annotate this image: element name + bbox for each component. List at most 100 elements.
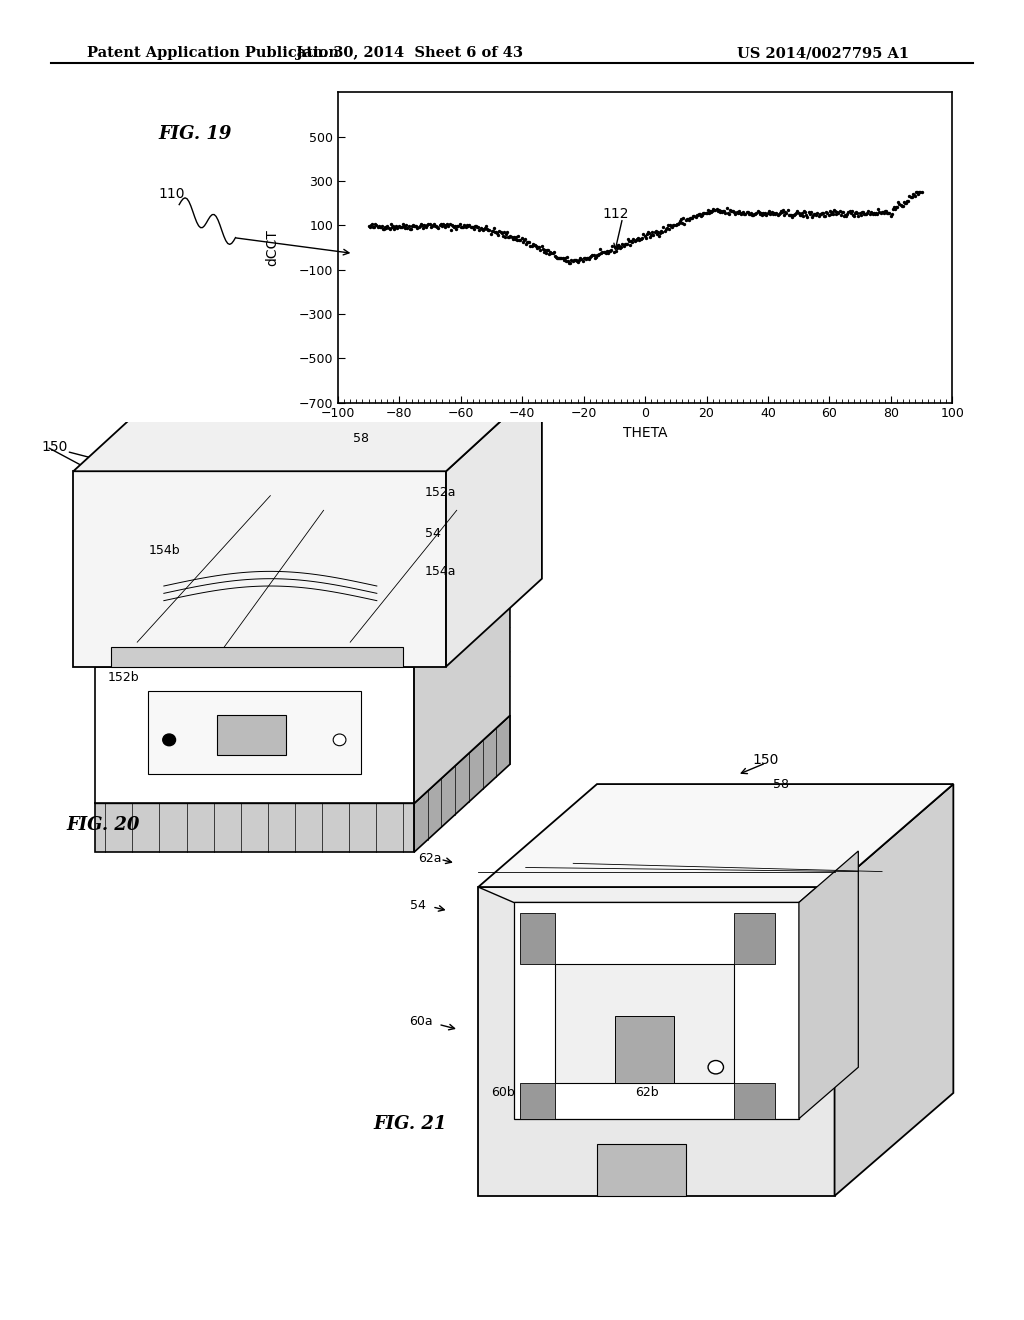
Point [671,213,687,234]
Point [859,202,876,223]
Point [788,203,805,224]
Point [894,195,910,216]
Point [482,223,499,244]
Point [864,203,881,224]
Circle shape [708,1060,724,1074]
Point [765,203,781,224]
Point [721,203,737,224]
Point [635,223,651,244]
Point [682,207,698,228]
Point [903,186,920,207]
Point [522,235,539,256]
Point [829,202,846,223]
Point [651,226,668,247]
Point [423,216,439,238]
Text: 60b: 60b [492,1086,515,1100]
Point [469,216,485,238]
Point [528,238,545,259]
Text: US 2014/0027795 A1: US 2014/0027795 A1 [737,46,909,61]
Point [399,218,416,239]
Point [419,214,435,235]
Point [816,205,833,226]
Point [614,234,631,255]
Point [844,201,860,222]
Point [752,203,768,224]
Point [784,205,801,226]
Point [729,203,745,224]
Point [645,224,662,246]
Point [588,247,604,268]
Point [675,207,691,228]
Point [616,234,633,255]
Polygon shape [555,964,733,1082]
Point [379,215,395,236]
Point [428,215,444,236]
Point [758,205,774,226]
Point [578,249,594,271]
Point [365,216,381,238]
Point [593,243,609,264]
Point [904,183,921,205]
Point [498,223,514,244]
Point [467,215,483,236]
Point [873,202,890,223]
Point [432,213,449,234]
Text: 60a: 60a [410,1015,433,1028]
Point [748,203,764,224]
Point [550,248,566,269]
Point [387,216,403,238]
Point [740,203,757,224]
Point [768,203,784,224]
Point [563,249,580,271]
Text: 62a: 62a [418,851,441,865]
Point [561,252,578,273]
Point [366,216,382,238]
Point [813,203,829,224]
Point [579,247,595,268]
Point [745,205,762,226]
Point [646,222,663,243]
Point [860,201,877,222]
Point [362,215,379,236]
Point [385,215,401,236]
Point [468,215,484,236]
Point [378,218,394,239]
Point [820,205,837,226]
Point [446,215,463,236]
Point [725,201,741,222]
Point [453,216,469,238]
Point [558,251,574,272]
Point [852,205,868,226]
Point [414,214,430,235]
Point [380,218,396,239]
Point [478,216,495,238]
Text: FIG. 21: FIG. 21 [374,1115,447,1134]
Point [776,205,793,226]
Point [568,251,585,272]
Polygon shape [414,715,510,853]
Point [412,215,428,236]
Point [375,219,391,240]
Point [676,213,692,234]
Point [495,224,511,246]
Point [689,205,706,226]
Point [749,202,765,223]
Point [771,202,787,223]
Point [814,203,830,224]
Point [445,216,462,238]
Point [742,202,759,223]
Point [847,202,863,223]
Point [775,199,792,220]
Point [486,222,503,243]
Point [658,218,675,239]
Point [632,228,648,249]
Text: Jan. 30, 2014  Sheet 6 of 43: Jan. 30, 2014 Sheet 6 of 43 [296,46,523,61]
Point [531,236,548,257]
Point [712,201,728,222]
Circle shape [333,734,346,746]
Point [879,202,895,223]
Polygon shape [799,851,858,1119]
Point [415,218,431,239]
Point [496,222,512,243]
Point [396,216,413,238]
